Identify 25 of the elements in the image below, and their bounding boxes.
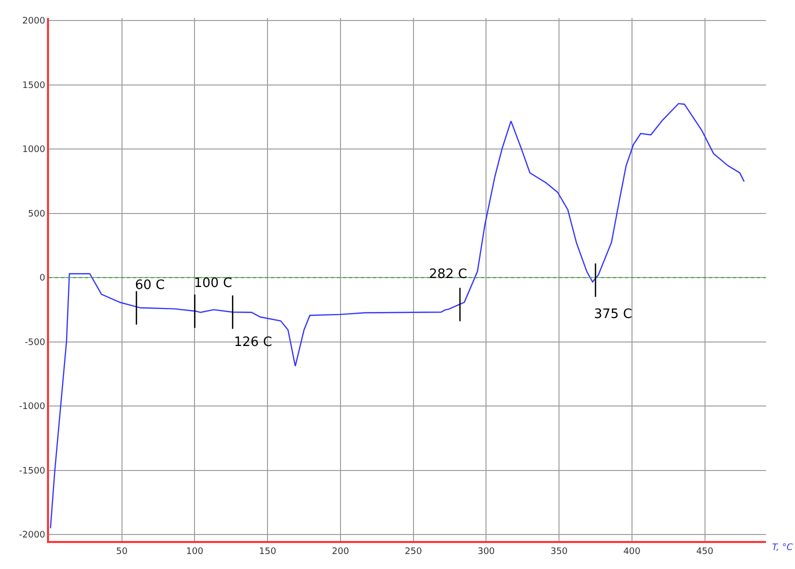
y-tick-label: 1500: [22, 80, 46, 91]
annotation: 282 C: [429, 267, 468, 282]
x-tick-label: 300: [478, 546, 496, 557]
x-axis-title: T, °C: [772, 543, 794, 553]
x-tick-label: 400: [623, 546, 641, 557]
annotation: 100 C: [194, 276, 232, 291]
y-tick-label: -500: [24, 338, 46, 348]
annotation: 126 C: [234, 335, 272, 350]
x-tick-label: 200: [332, 546, 350, 557]
x-tick-label: 450: [696, 546, 714, 557]
y-tick-label: 2000: [22, 16, 46, 27]
x-tick-label: 50: [116, 546, 128, 557]
y-tick-label: -2000: [19, 530, 46, 541]
y-tick-label: 1000: [22, 145, 46, 156]
x-tick-label: 100: [186, 546, 204, 557]
annotation: 60 C: [135, 278, 165, 293]
x-tick-label: 350: [550, 546, 568, 557]
y-tick-label: 0: [39, 274, 46, 284]
line-series: [50, 102, 745, 529]
x-tick-label: 250: [404, 546, 422, 557]
y-tick-label: 500: [28, 209, 46, 220]
y-tick-label: -1000: [19, 402, 46, 412]
x-tick-label: 150: [259, 546, 276, 557]
y-tick-label: -1500: [19, 466, 46, 476]
annotation: 375 C: [594, 307, 632, 322]
